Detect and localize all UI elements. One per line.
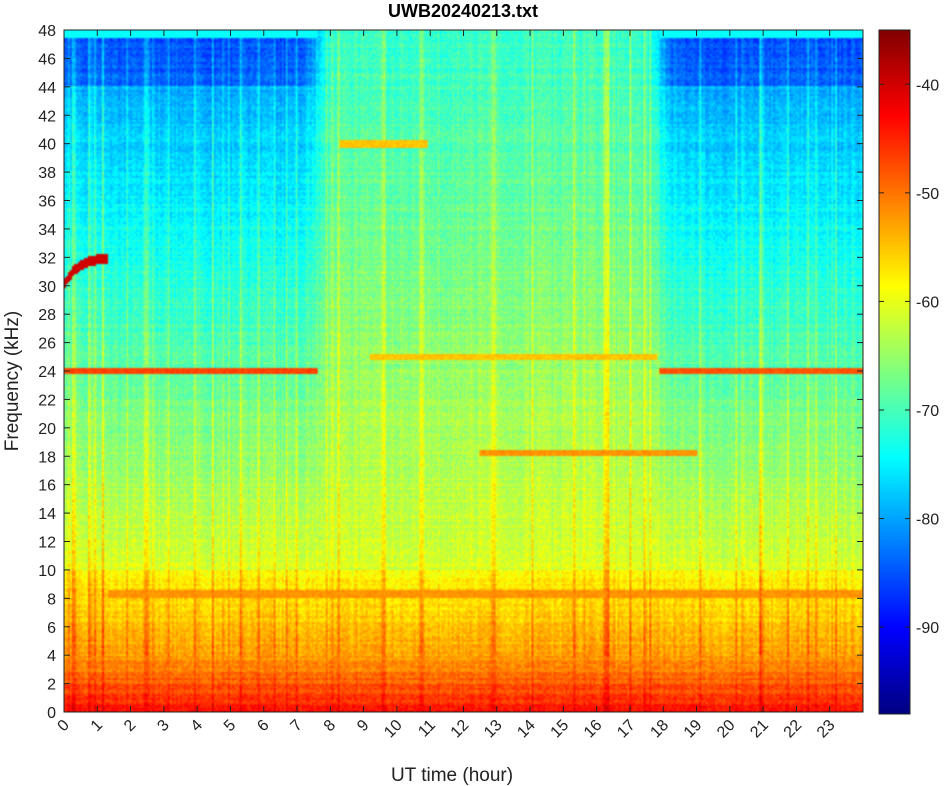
y-axis-ticks: 0246810121416182022242628303234363840424… — [38, 23, 863, 722]
colorbar-gradient — [878, 29, 911, 715]
x-tick-label: 5 — [221, 717, 239, 735]
y-tick-label: 12 — [38, 535, 56, 552]
y-tick-label: 44 — [38, 80, 56, 97]
x-tick-label: 23 — [814, 717, 839, 742]
colorbar-tick-label: -60 — [916, 294, 939, 311]
x-tick-label: 11 — [415, 717, 439, 741]
chart-title: UWB20240213.txt — [388, 1, 538, 21]
colorbar-tick-label: -50 — [916, 186, 939, 203]
x-tick-label: 20 — [714, 717, 739, 742]
y-tick-label: 2 — [47, 677, 56, 694]
y-tick-label: 42 — [38, 108, 56, 125]
spectrogram-heatmap — [64, 30, 863, 712]
y-tick-label: 6 — [47, 620, 56, 637]
y-tick-label: 46 — [38, 51, 56, 68]
x-tick-label: 0 — [55, 717, 73, 735]
y-tick-label: 22 — [38, 392, 56, 409]
y-axis-label: Frequency (kHz) — [2, 311, 23, 451]
colorbar-tick-label: -80 — [916, 512, 939, 529]
x-tick-label: 4 — [188, 717, 206, 735]
x-tick-label: 3 — [154, 717, 172, 735]
colorbar-ticks: -40 -50 -60 -70 -80 -90 — [879, 77, 939, 637]
y-tick-label: 0 — [47, 705, 56, 722]
y-tick-label: 24 — [38, 364, 56, 381]
colorbar-tick-label: -40 — [916, 77, 939, 94]
x-tick-label: 1 — [88, 717, 106, 735]
x-axis-label: UT time (hour) — [391, 765, 513, 786]
x-tick-label: 18 — [647, 717, 672, 742]
y-tick-label: 34 — [38, 222, 56, 239]
y-tick-label: 28 — [38, 307, 56, 324]
colorbar-tick-label: -70 — [916, 403, 939, 420]
y-tick-label: 18 — [38, 449, 56, 466]
x-tick-label: 15 — [548, 717, 573, 742]
x-tick-label: 17 — [614, 717, 639, 742]
y-tick-label: 4 — [47, 648, 56, 665]
plot-area — [63, 29, 864, 713]
x-tick-label: 14 — [514, 717, 539, 742]
y-tick-label: 40 — [38, 137, 56, 154]
x-tick-label: 22 — [781, 717, 806, 742]
x-tick-label: 9 — [354, 717, 372, 735]
y-tick-label: 10 — [38, 563, 56, 580]
colorbar-tick-label: -90 — [916, 620, 939, 637]
y-tick-label: 20 — [38, 421, 56, 438]
y-tick-label: 30 — [38, 279, 56, 296]
y-tick-label: 38 — [38, 165, 56, 182]
x-tick-label: 10 — [381, 717, 406, 742]
x-tick-label: 8 — [321, 717, 339, 735]
x-tick-label: 16 — [581, 717, 606, 742]
colorbar — [878, 29, 911, 715]
x-tick-label: 19 — [681, 717, 706, 742]
y-tick-label: 32 — [38, 250, 56, 267]
y-tick-label: 36 — [38, 194, 56, 211]
x-tick-label: 12 — [448, 717, 473, 742]
x-tick-label: 13 — [481, 717, 506, 742]
y-tick-label: 14 — [38, 506, 56, 523]
x-tick-label: 2 — [121, 717, 139, 735]
y-tick-label: 48 — [38, 23, 56, 40]
y-tick-label: 8 — [47, 591, 56, 608]
x-tick-label: 7 — [288, 717, 306, 735]
y-tick-label: 26 — [38, 336, 56, 353]
x-tick-label: 21 — [747, 717, 772, 742]
y-tick-label: 16 — [38, 478, 56, 495]
x-tick-label: 6 — [254, 717, 272, 735]
